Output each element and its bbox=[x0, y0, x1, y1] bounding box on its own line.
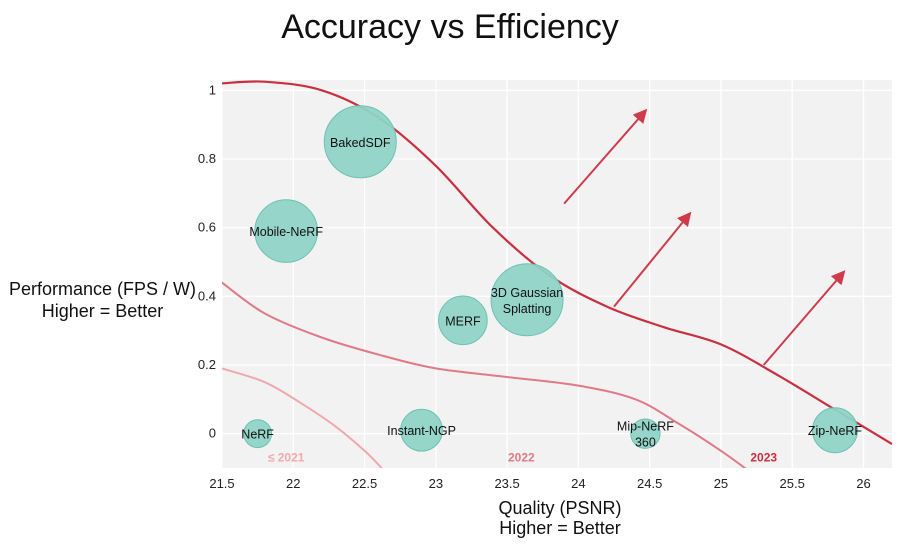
frontier-curve-1 bbox=[222, 367, 383, 468]
x-tick-label: 25 bbox=[714, 476, 728, 491]
bubble-point bbox=[630, 418, 661, 449]
improvement-arrow-1 bbox=[563, 108, 648, 205]
x-tick-label: 24.5 bbox=[637, 476, 662, 491]
plot-area bbox=[222, 80, 892, 468]
x-tick-label: 23 bbox=[429, 476, 443, 491]
point-label: 3D Gaussian Splatting bbox=[491, 286, 563, 316]
y-axis-title-line1: Performance (FPS / W) bbox=[8, 279, 197, 299]
y-axis-title: Performance (FPS / W) Higher = Better bbox=[0, 278, 205, 322]
y-tick-label: 0.4 bbox=[198, 288, 216, 303]
frontier-curve-2 bbox=[222, 281, 747, 468]
point-label: Zip-NeRF bbox=[808, 424, 863, 438]
frontier-label-2: 2022 bbox=[508, 451, 535, 465]
improvement-arrow-3 bbox=[762, 270, 846, 366]
chart-title: Accuracy vs Efficiency bbox=[281, 8, 619, 46]
x-tick-label: 26 bbox=[856, 476, 870, 491]
bubble-point bbox=[811, 407, 858, 454]
bubble-point bbox=[243, 419, 273, 449]
x-axis-title-line2: Higher = Better bbox=[499, 518, 621, 538]
point-label: NeRF bbox=[241, 428, 274, 442]
frontier-label-1: ≤ 2021 bbox=[268, 451, 305, 465]
bubble-point bbox=[323, 105, 397, 179]
plot-background bbox=[222, 80, 892, 468]
y-tick-label: 1 bbox=[209, 82, 216, 97]
bubble-point bbox=[490, 263, 564, 337]
y-tick-label: 0.6 bbox=[198, 220, 216, 235]
bubble-point bbox=[400, 408, 443, 452]
x-axis-title-line1: Quality (PSNR) bbox=[498, 498, 622, 518]
point-label: Mobile-NeRF bbox=[249, 225, 323, 239]
improvement-arrow-2 bbox=[613, 211, 692, 308]
y-tick-label: 0.2 bbox=[198, 357, 216, 372]
x-axis-title: Quality (PSNR) Higher = Better bbox=[450, 498, 670, 538]
x-tick-label: 23.5 bbox=[494, 476, 519, 491]
point-label: Instant-NGP bbox=[387, 424, 456, 438]
bubble-point bbox=[438, 295, 488, 346]
y-axis-title-line2: Higher = Better bbox=[41, 301, 164, 321]
frontier-label-3: 2023 bbox=[750, 451, 777, 465]
y-tick-label: 0 bbox=[209, 426, 216, 441]
x-tick-label: 22.5 bbox=[352, 476, 377, 491]
bubble-point bbox=[254, 199, 318, 263]
point-label: MERF bbox=[445, 314, 481, 328]
x-tick-label: 25.5 bbox=[780, 476, 805, 491]
point-label: Mip-NeRF 360 bbox=[617, 420, 674, 450]
y-tick-label: 0.8 bbox=[198, 151, 216, 166]
x-tick-label: 22 bbox=[286, 476, 300, 491]
x-tick-label: 21.5 bbox=[209, 476, 234, 491]
x-tick-label: 24 bbox=[571, 476, 585, 491]
point-label: BakedSDF bbox=[330, 136, 391, 150]
